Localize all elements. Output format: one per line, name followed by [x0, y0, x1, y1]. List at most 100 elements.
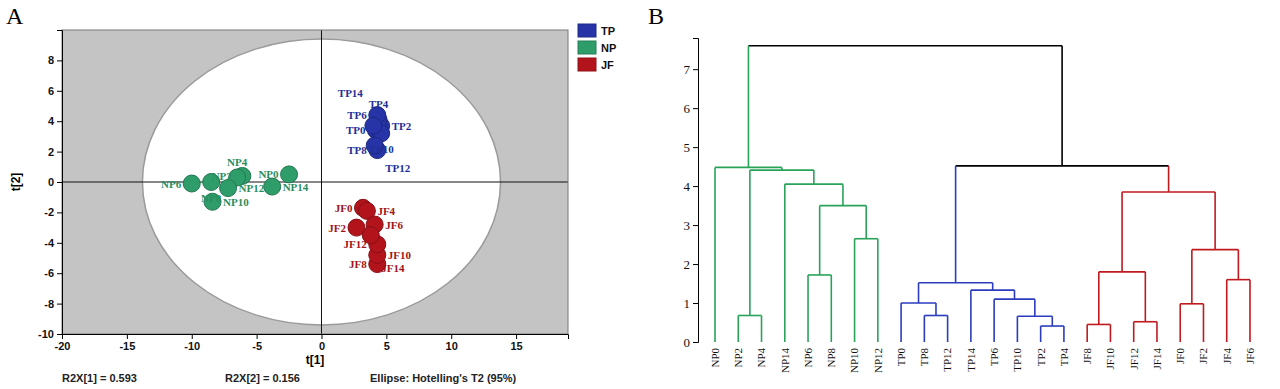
leaf-label: TP6 [988, 348, 1000, 367]
tick-mark [257, 334, 258, 339]
leaf-label: TP0 [895, 348, 907, 367]
leaf-label: JF4 [1221, 348, 1233, 364]
tick-label: 8 [48, 54, 54, 66]
panel-letter: A [6, 3, 24, 29]
link-vertical [1238, 250, 1240, 280]
legend-swatch [578, 24, 596, 37]
link-vertical [877, 239, 879, 342]
tick-label: 0 [319, 340, 325, 352]
legend-item: JF [578, 58, 614, 71]
legend: TPNPJF [578, 24, 616, 71]
point-label: NP4 [227, 156, 248, 168]
link-vertical [842, 184, 844, 205]
link-horizontal [785, 183, 843, 185]
axis-line [693, 39, 699, 343]
series-points [183, 166, 297, 210]
point [264, 178, 281, 195]
link-vertical [1086, 324, 1088, 342]
tick: -2 [44, 206, 62, 218]
tick-label: 5 [684, 140, 691, 155]
link-vertical [1098, 272, 1100, 325]
link-vertical [1034, 299, 1036, 316]
leaf-label: TP10 [1011, 348, 1023, 372]
leaf-label: NP8 [825, 348, 837, 368]
tick-label: 15 [510, 340, 522, 352]
tick: 5 [384, 334, 390, 352]
tick-mark [57, 243, 62, 244]
tick-label: -6 [44, 267, 54, 279]
tick: 0 [684, 335, 699, 350]
leaf-label: NP2 [732, 348, 744, 368]
tick: -6 [44, 267, 62, 279]
tick-label: -20 [55, 340, 71, 352]
leaf-labels: NP0NP2NP4NP14NP6NP8NP10NP12TP0TP8TP12TP1… [709, 348, 1256, 374]
point-label: NP14 [283, 181, 309, 193]
axis-line [63, 335, 569, 340]
link-vertical [737, 315, 739, 342]
panel-b: BNP0NP2NP4NP14NP6NP8NP10NP12TP0TP8TP12TP… [648, 3, 1256, 373]
legend-label: TP [601, 25, 615, 37]
link-vertical [1040, 326, 1042, 342]
tick-label: 10 [446, 340, 458, 352]
plot-background [62, 30, 568, 334]
link-vertical [748, 46, 750, 168]
link-vertical [992, 283, 994, 290]
link-horizontal [748, 45, 1062, 47]
point [365, 117, 382, 134]
link-vertical [1168, 166, 1170, 192]
link-horizontal [1087, 324, 1110, 326]
tick-mark [693, 342, 698, 343]
tick: 6 [48, 85, 62, 97]
point-label: TP10 [369, 143, 395, 155]
link-vertical [900, 303, 902, 342]
leaf-label: NP10 [848, 348, 860, 374]
plot-frame [62, 30, 568, 334]
point-label: TP12 [385, 162, 411, 174]
leaf-label: JF14 [1151, 348, 1163, 370]
link-horizontal [808, 274, 831, 276]
tick-mark [693, 264, 698, 265]
tick-mark [693, 108, 698, 109]
tick: 5 [684, 140, 699, 155]
link-vertical [1179, 304, 1181, 342]
legend-swatch [578, 41, 596, 54]
tick: 4 [48, 115, 62, 127]
tick-mark [516, 334, 517, 339]
annotation: R2X[1] = 0.593 [62, 372, 137, 384]
point-label: TP2 [392, 120, 412, 132]
leaf-label: JF0 [1174, 348, 1186, 364]
link-vertical [955, 166, 957, 283]
point-label: JF4 [377, 205, 395, 217]
point-label: TP8 [347, 144, 367, 156]
link-horizontal [901, 302, 936, 304]
point-label: JF0 [335, 202, 353, 214]
leaf-label: TP2 [1035, 348, 1047, 366]
tick-mark [693, 186, 698, 187]
leaf-label: TP12 [941, 348, 953, 372]
legend-item: TP [578, 24, 615, 37]
link-vertical [1203, 304, 1205, 342]
tick-mark [57, 182, 62, 183]
leaf-label: JF6 [1244, 348, 1256, 364]
point-label: TP4 [369, 98, 389, 110]
link-vertical [970, 290, 972, 342]
link-vertical [1051, 316, 1053, 326]
tick: 2 [48, 146, 62, 158]
link-vertical [1156, 322, 1158, 342]
tick: 3 [684, 218, 699, 233]
tick-label: 2 [48, 146, 54, 158]
tick-label: 2 [684, 257, 691, 272]
tick-mark [57, 212, 62, 213]
tick: -5 [252, 334, 262, 352]
link-horizontal [1192, 249, 1239, 251]
link-horizontal [1122, 191, 1215, 193]
tick: 7 [684, 62, 699, 77]
link-horizontal [855, 238, 878, 240]
leaf-label: JF12 [1128, 348, 1140, 369]
link-vertical [1014, 290, 1016, 299]
tick: 6 [684, 101, 699, 116]
tick-mark [386, 334, 387, 339]
link-horizontal [994, 298, 1035, 300]
link-vertical [784, 184, 786, 342]
link-horizontal [956, 165, 1169, 167]
